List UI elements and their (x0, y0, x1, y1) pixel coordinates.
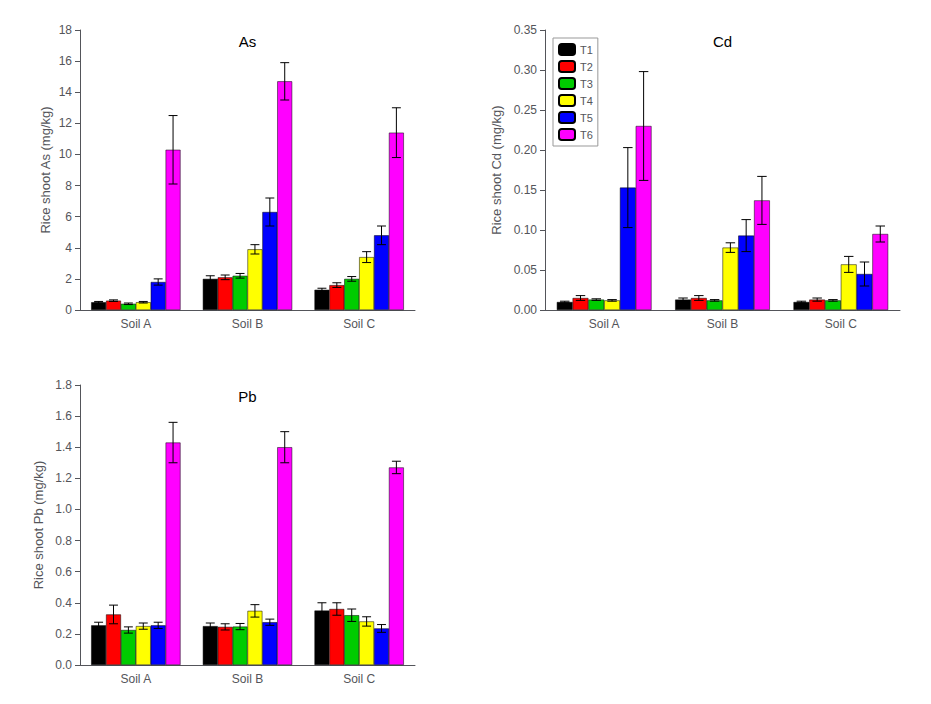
svg-text:0.15: 0.15 (514, 183, 538, 197)
svg-text:1.6: 1.6 (55, 409, 72, 423)
svg-text:T4: T4 (580, 95, 593, 107)
svg-text:16: 16 (59, 54, 73, 68)
svg-text:Soil C: Soil C (343, 672, 375, 686)
svg-text:Soil B: Soil B (232, 672, 263, 686)
svg-text:Rice shoot As (mg/kg): Rice shoot As (mg/kg) (38, 106, 53, 233)
svg-text:2: 2 (65, 272, 72, 286)
svg-text:0.10: 0.10 (514, 223, 538, 237)
svg-text:T1: T1 (580, 44, 593, 56)
svg-text:0.6: 0.6 (55, 565, 72, 579)
svg-text:0.0: 0.0 (55, 658, 72, 672)
svg-text:Soil C: Soil C (343, 317, 375, 331)
svg-text:Soil A: Soil A (120, 672, 151, 686)
svg-text:0.30: 0.30 (514, 63, 538, 77)
svg-text:1.8: 1.8 (55, 378, 72, 392)
svg-text:6: 6 (65, 210, 72, 224)
svg-text:T2: T2 (580, 61, 593, 73)
svg-text:18: 18 (59, 23, 73, 37)
svg-text:Rice shoot Pb (mg/kg): Rice shoot Pb (mg/kg) (31, 461, 46, 590)
svg-text:0.05: 0.05 (514, 263, 538, 277)
svg-text:12: 12 (59, 116, 73, 130)
svg-text:0.35: 0.35 (514, 23, 538, 37)
svg-text:T5: T5 (580, 112, 593, 124)
svg-text:0: 0 (65, 303, 72, 317)
svg-text:T3: T3 (580, 78, 593, 90)
svg-text:Soil A: Soil A (589, 317, 620, 331)
svg-text:1.2: 1.2 (55, 471, 72, 485)
svg-text:Pb: Pb (238, 388, 256, 405)
svg-text:Soil C: Soil C (825, 317, 857, 331)
svg-text:Soil A: Soil A (120, 317, 151, 331)
svg-text:0.20: 0.20 (514, 143, 538, 157)
svg-text:Rice shoot Cd (mg/kg): Rice shoot Cd (mg/kg) (489, 105, 504, 234)
svg-text:4: 4 (65, 241, 72, 255)
svg-text:Cd: Cd (713, 33, 732, 50)
svg-text:0.2: 0.2 (55, 627, 72, 641)
svg-text:0.4: 0.4 (55, 596, 72, 610)
svg-text:14: 14 (59, 85, 73, 99)
svg-text:1.0: 1.0 (55, 502, 72, 516)
svg-text:Soil B: Soil B (232, 317, 263, 331)
svg-text:T6: T6 (580, 129, 593, 141)
svg-text:As: As (239, 33, 257, 50)
svg-text:1.4: 1.4 (55, 440, 72, 454)
svg-text:10: 10 (59, 147, 73, 161)
svg-text:Soil B: Soil B (707, 317, 738, 331)
svg-text:0.00: 0.00 (514, 303, 538, 317)
svg-text:0.25: 0.25 (514, 103, 538, 117)
svg-text:0.8: 0.8 (55, 534, 72, 548)
svg-text:8: 8 (65, 179, 72, 193)
